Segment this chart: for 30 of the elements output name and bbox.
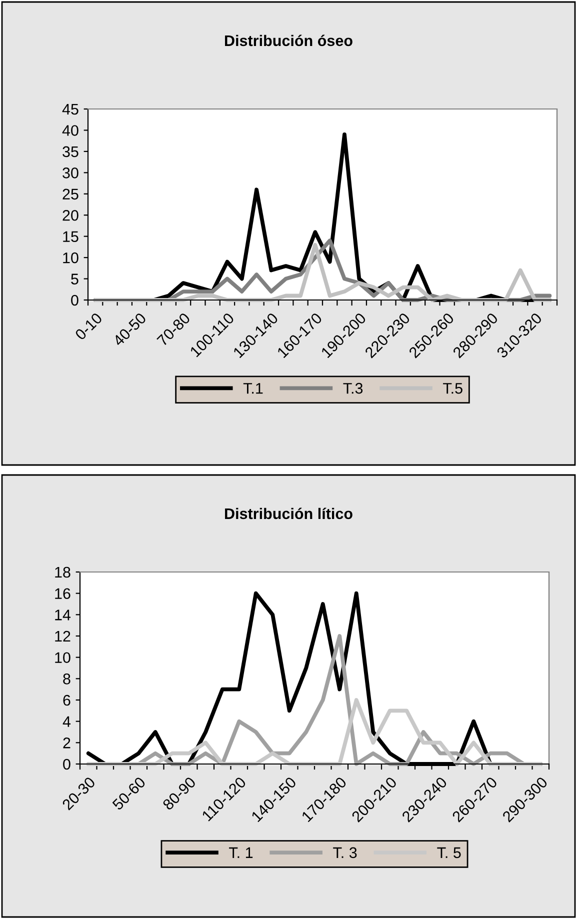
y-tick-label: 10: [63, 252, 78, 264]
legend-label: T.1: [243, 383, 263, 394]
y-tick-label: 8: [63, 674, 70, 684]
y-tick-label: 6: [63, 694, 70, 706]
y-tick-label: 10: [55, 652, 70, 664]
y-tick-label: 4: [62, 716, 71, 727]
y-tick-label: 45: [62, 104, 78, 115]
y-tick-label: 25: [62, 188, 78, 200]
legend-label: T.3: [343, 382, 363, 394]
y-tick-label: 0: [63, 758, 70, 770]
legend-label: T. 5: [437, 847, 461, 858]
y-tick-label: 30: [62, 168, 78, 178]
chart-title: Distribución lítico: [225, 508, 352, 520]
y-tick-label: 12: [55, 630, 70, 642]
line-series: [86, 698, 543, 766]
y-tick-label: 40: [62, 125, 78, 136]
chart-title: Distribución óseo: [225, 34, 352, 46]
y-tick-label: 5: [71, 274, 78, 284]
y-tick-label: 14: [55, 610, 71, 620]
x-tick-label: 0-10: [74, 312, 103, 341]
y-tick-label: 35: [62, 146, 78, 158]
y-tick-label: 16: [55, 588, 70, 600]
y-tick-label: 15: [63, 231, 78, 242]
y-tick-label: 20: [62, 210, 78, 221]
y-tick-label: 0: [71, 294, 78, 306]
legend-label: T. 1: [229, 847, 253, 858]
y-tick-label: 2: [63, 738, 70, 748]
y-tick-label: 18: [55, 566, 70, 578]
legend-label: T. 3: [333, 847, 357, 858]
legend-label: T.5: [443, 383, 462, 394]
